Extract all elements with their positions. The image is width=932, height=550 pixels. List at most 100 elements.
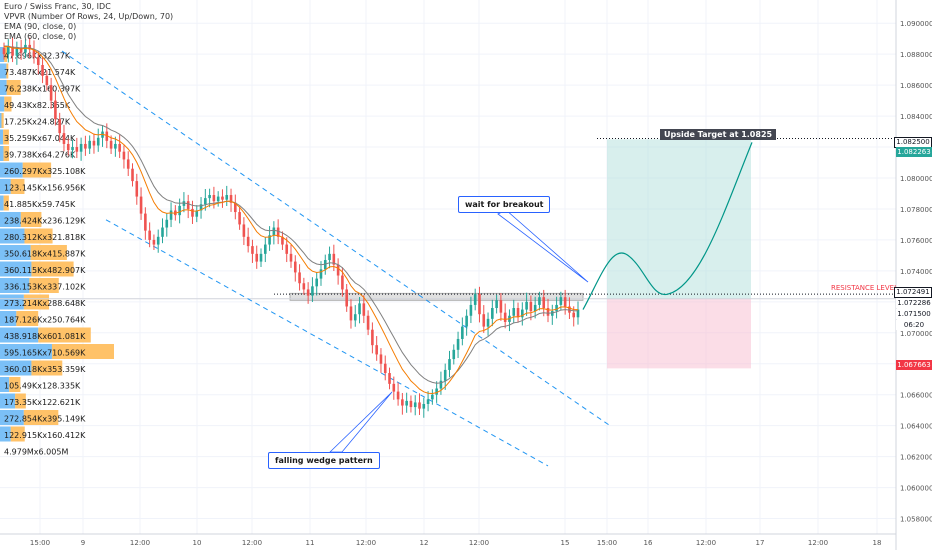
bar-timer-badge: 06:20 bbox=[896, 320, 932, 330]
candle-body bbox=[512, 308, 516, 316]
candle-body bbox=[36, 57, 40, 66]
symbol-title[interactable]: Euro / Swiss Franc, 30, IDC bbox=[4, 2, 111, 11]
candle-body bbox=[443, 369, 447, 381]
vpvr-up-bar bbox=[0, 129, 4, 145]
candle-body bbox=[15, 47, 19, 56]
vpvr-row-label: 105.49Kx128.335K bbox=[4, 381, 81, 390]
ema60-legend[interactable]: EMA (60, close, 0) bbox=[4, 32, 77, 41]
candle-body bbox=[191, 208, 194, 217]
candle-body bbox=[306, 289, 310, 296]
vpvr-up-bar bbox=[0, 195, 4, 211]
last-price-badge: 1.071500 bbox=[896, 309, 932, 319]
candle-body bbox=[379, 354, 383, 364]
vpvr-up-bar bbox=[0, 179, 11, 194]
candle-body bbox=[473, 294, 477, 305]
candle-body bbox=[323, 260, 327, 270]
candle-body bbox=[298, 272, 301, 284]
candle-body bbox=[448, 359, 451, 370]
candle-body bbox=[311, 286, 314, 296]
target-label[interactable]: Upside Target at 1.0825 bbox=[660, 129, 777, 140]
vpvr-row-label: 49.43Kx82.355K bbox=[4, 101, 71, 110]
candle-body bbox=[409, 400, 413, 408]
vpvr-down-bar bbox=[30, 245, 67, 260]
candle-body bbox=[371, 329, 374, 346]
wedge-pointer bbox=[329, 391, 393, 453]
candle-body bbox=[259, 253, 263, 262]
vpvr-row-label: 336.153Kx337.102K bbox=[4, 282, 86, 291]
breakout-callout[interactable]: wait for breakout bbox=[458, 196, 551, 213]
vpvr-down-bar bbox=[9, 377, 21, 392]
candle-body bbox=[516, 308, 520, 318]
vpvr-row-label: 438.918Kx601.081K bbox=[4, 332, 86, 341]
candle-body bbox=[431, 394, 434, 400]
candle-body bbox=[413, 402, 417, 408]
vpvr-down-bar bbox=[3, 146, 10, 161]
vpvr-up-bar bbox=[0, 96, 5, 112]
wedge-callout[interactable]: falling wedge pattern bbox=[268, 452, 380, 469]
vpvr-down-bar bbox=[22, 162, 52, 178]
candle-body bbox=[276, 227, 280, 237]
candle-body bbox=[401, 399, 404, 406]
x-tick-label: 12 bbox=[420, 539, 429, 547]
candle-body bbox=[546, 308, 550, 316]
candle-body bbox=[165, 219, 169, 228]
candle-body bbox=[281, 236, 284, 245]
candle-body bbox=[118, 143, 121, 152]
x-tick-label: 12:00 bbox=[242, 539, 262, 547]
time-axis[interactable]: 15:00 9 12:00 10 12:00 11 12:00 12 12:00 15 15:00 1… bbox=[0, 533, 896, 547]
vpvr-down-bar bbox=[15, 393, 26, 409]
vpvr-row-label: 272.854Kx395.149K bbox=[4, 414, 86, 423]
vpvr-up-bar bbox=[0, 228, 25, 244]
price-axis[interactable]: 1.0900001.0880001.0860001.0840001.082000… bbox=[895, 0, 932, 550]
candle-body bbox=[349, 306, 353, 321]
candle-body bbox=[255, 253, 259, 262]
vpvr-up-bar bbox=[0, 426, 11, 442]
annotations-layer bbox=[329, 142, 753, 453]
wedge-lower-line bbox=[105, 219, 549, 467]
candle-body bbox=[212, 195, 216, 202]
candle-body bbox=[538, 297, 541, 305]
candle-body bbox=[268, 235, 271, 245]
resistance-box bbox=[289, 292, 584, 301]
vpvr-up-bar bbox=[0, 311, 17, 326]
candle-body bbox=[456, 338, 460, 350]
candle-body bbox=[375, 345, 378, 355]
vpvr-row-label: 4.979Mx6.005M bbox=[4, 447, 68, 456]
candle-body bbox=[572, 312, 576, 318]
candle-body bbox=[418, 402, 421, 409]
vpvr-row-label: 17.25Kx24.827K bbox=[4, 117, 71, 126]
grid bbox=[0, 0, 896, 534]
vpvr-down-bar bbox=[20, 212, 42, 227]
candle-body bbox=[246, 236, 250, 247]
vpvr-row-label: 238.424Kx236.129K bbox=[4, 216, 86, 225]
candle-body bbox=[503, 312, 507, 322]
candle-body bbox=[383, 363, 387, 374]
candle-body bbox=[144, 213, 147, 231]
candle-body bbox=[559, 297, 563, 305]
candle-body bbox=[79, 143, 83, 152]
vpvr-down-bar bbox=[4, 47, 7, 62]
candle-body bbox=[272, 227, 276, 236]
x-tick-label: 9 bbox=[81, 539, 85, 547]
candle-body bbox=[388, 373, 391, 384]
vpvr-up-bar bbox=[0, 80, 7, 95]
vpvr-row-label: 123.145Kx156.956K bbox=[4, 183, 86, 192]
vpvr-legend[interactable]: VPVR (Number Of Rows, 24, Up/Down, 70) bbox=[4, 12, 174, 21]
candle-body bbox=[156, 236, 160, 245]
candle-body bbox=[366, 315, 370, 330]
vpvr-up-bar bbox=[0, 360, 32, 376]
vpvr-up-bar bbox=[0, 278, 30, 293]
ema90-legend[interactable]: EMA (90, close, 0) bbox=[4, 22, 77, 31]
vpvr-row-label: 273.214Kx288.648K bbox=[4, 299, 86, 308]
resistance-badge-2: 1.072286 bbox=[896, 298, 932, 308]
vpvr-down-bar bbox=[4, 96, 12, 112]
x-tick-label: 12:00 bbox=[808, 539, 828, 547]
x-tick-label: 12:00 bbox=[469, 539, 489, 547]
indicator-legend: Euro / Swiss Franc, 30, IDC VPVR (Number… bbox=[4, 2, 173, 42]
vpvr-down-bar bbox=[3, 129, 9, 145]
candle-body bbox=[285, 244, 289, 254]
vpvr-down-bar bbox=[29, 278, 59, 293]
candle-body bbox=[452, 349, 456, 360]
profit-zone bbox=[607, 139, 751, 299]
